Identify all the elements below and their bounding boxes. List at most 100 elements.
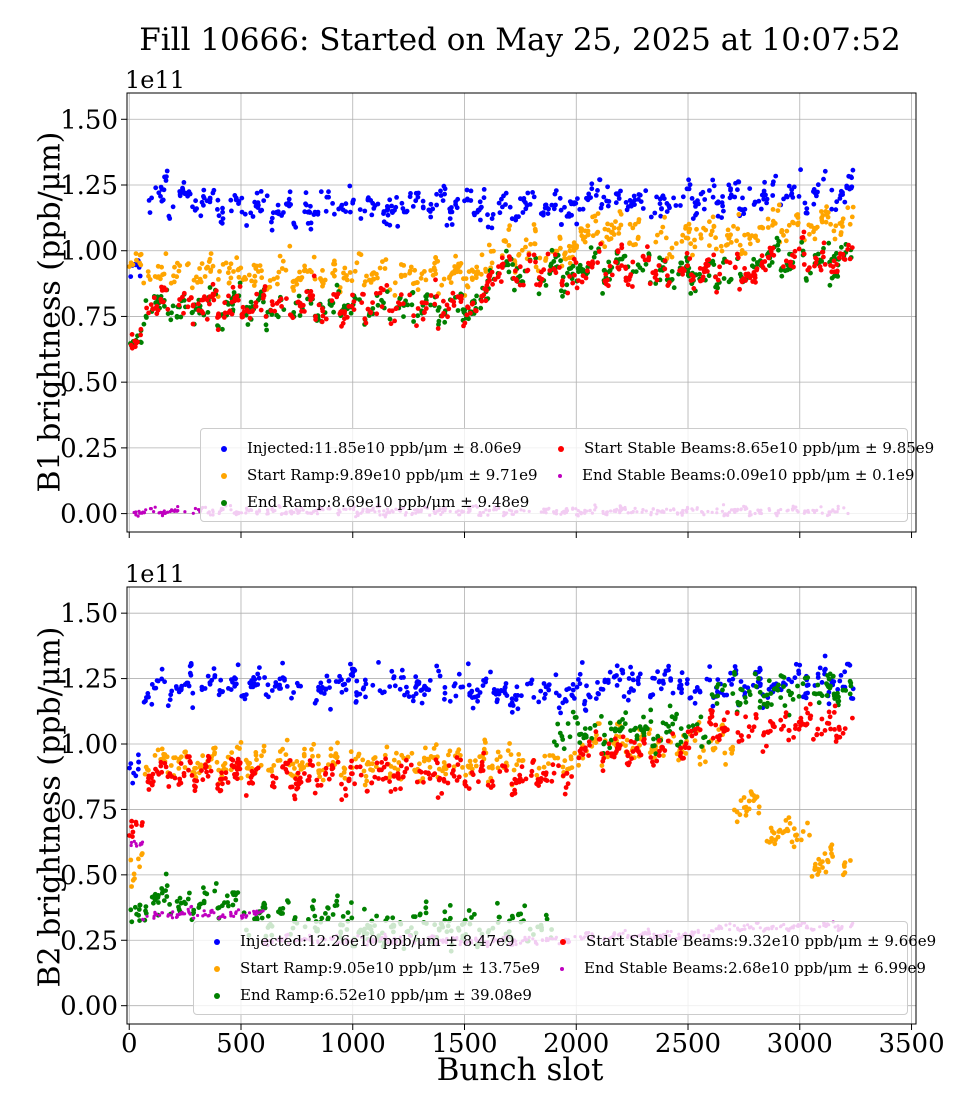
data-point: [233, 897, 239, 903]
data-point: [220, 781, 225, 787]
data-point: [634, 733, 640, 739]
data-point: [761, 188, 767, 194]
data-point: [678, 745, 684, 751]
data-point: [382, 266, 388, 271]
data-point: [448, 280, 454, 285]
data-point: [381, 300, 386, 306]
data-point: [470, 277, 475, 282]
data-point: [224, 893, 230, 899]
x-tick-label: 2000: [543, 1029, 609, 1059]
data-point: [159, 886, 165, 891]
data-point: [198, 279, 204, 285]
data-point: [783, 710, 789, 716]
data-point: [328, 706, 333, 712]
data-point: [811, 201, 817, 207]
data-point: [470, 772, 476, 778]
data-point: [374, 760, 380, 766]
data-point: [760, 192, 766, 198]
data-point: [516, 779, 522, 785]
data-point: [828, 726, 833, 732]
data-point: [593, 729, 599, 735]
data-point: [362, 677, 368, 683]
data-point: [207, 285, 213, 290]
data-point: [394, 305, 399, 311]
data-point: [837, 734, 843, 740]
data-point: [713, 235, 718, 241]
data-point: [811, 736, 816, 742]
data-point: [216, 277, 221, 282]
data-point: [822, 653, 828, 659]
data-point: [708, 232, 714, 238]
data-point: [276, 909, 281, 915]
data-point: [412, 914, 418, 920]
data-point: [693, 204, 698, 209]
data-point: [403, 757, 409, 763]
data-point: [163, 764, 169, 770]
data-point: [236, 908, 241, 912]
data-point: [439, 282, 445, 288]
data-point: [667, 252, 672, 257]
data-point: [819, 731, 824, 737]
data-point: [146, 767, 151, 773]
data-point: [289, 784, 295, 790]
data-point: [516, 911, 522, 917]
data-point: [392, 683, 398, 689]
data-point: [428, 214, 434, 220]
data-point: [574, 285, 580, 291]
data-point: [825, 214, 831, 220]
data-point: [380, 259, 385, 264]
data-point: [400, 774, 406, 780]
data-point: [316, 687, 321, 693]
data-point: [565, 781, 571, 787]
data-point: [495, 900, 500, 906]
data-point: [530, 190, 535, 195]
data-point: [570, 709, 576, 715]
data-point: [725, 227, 731, 233]
data-point: [595, 680, 600, 685]
data-point: [731, 223, 736, 229]
data-point: [523, 206, 529, 212]
data-point: [198, 213, 204, 219]
data-point: [657, 201, 663, 207]
data-point: [491, 248, 496, 254]
data-point: [549, 247, 555, 253]
data-point: [199, 687, 205, 693]
data-point: [323, 316, 329, 322]
data-point: [796, 726, 802, 732]
data-point: [725, 727, 730, 733]
data-point: [641, 714, 646, 720]
data-point: [558, 288, 564, 294]
data-point: [671, 285, 677, 291]
data-point: [474, 293, 479, 299]
data-point: [325, 905, 331, 911]
data-point: [223, 776, 228, 781]
data-point: [154, 303, 160, 309]
data-point: [493, 691, 499, 697]
data-point: [620, 717, 625, 722]
data-point: [269, 783, 275, 789]
data-point: [514, 278, 520, 284]
data-point: [166, 784, 172, 789]
data-point: [703, 264, 709, 270]
data-point: [565, 721, 571, 726]
data-point: [137, 864, 143, 870]
data-point: [356, 751, 362, 757]
data-point: [746, 806, 752, 812]
data-point: [495, 697, 500, 702]
data-point: [744, 273, 750, 279]
data-point: [833, 207, 839, 213]
data-point: [187, 890, 192, 896]
data-point: [129, 840, 134, 845]
data-point: [679, 670, 685, 676]
data-point: [481, 746, 487, 752]
data-point: [158, 763, 164, 769]
legend-item: Injected:12.26e10 ppb/μm ± 8.47e9: [214, 932, 515, 950]
data-point: [136, 752, 141, 758]
data-point: [587, 694, 593, 700]
data-point: [599, 202, 605, 207]
data-point: [802, 200, 808, 206]
data-point: [411, 319, 416, 324]
data-point: [701, 748, 706, 753]
data-point: [675, 742, 680, 748]
